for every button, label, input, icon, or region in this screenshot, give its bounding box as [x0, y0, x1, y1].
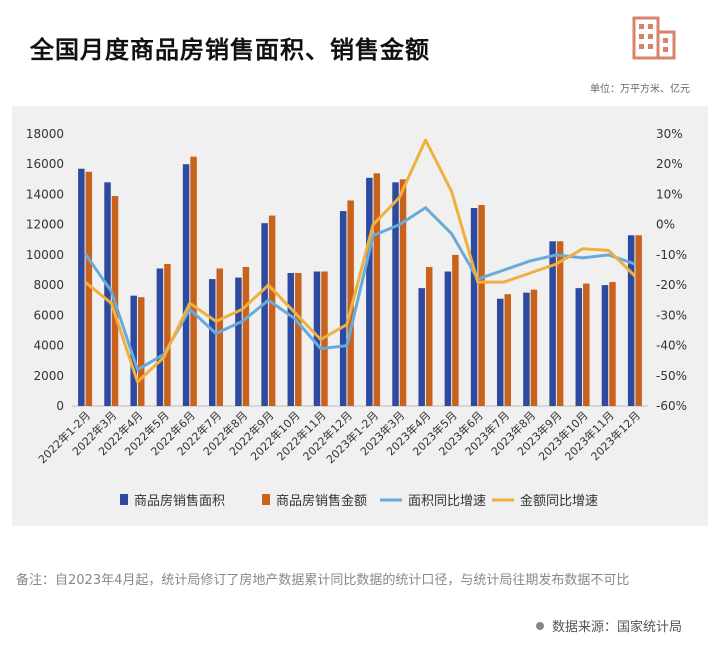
- page-title: 全国月度商品房销售面积、销售金额: [30, 36, 430, 64]
- bar-area: [156, 268, 164, 406]
- bar-area: [549, 241, 556, 406]
- left-tick-label: 4000: [33, 339, 64, 353]
- bar-amount: [583, 283, 590, 406]
- bar-amount: [452, 254, 459, 406]
- legend-swatch: [120, 494, 128, 505]
- bar-amount: [85, 171, 93, 406]
- bar-amount: [242, 266, 250, 406]
- data-source: 数据来源：国家统计局: [535, 616, 682, 635]
- left-tick-label: 6000: [33, 308, 64, 322]
- bullet-dot-icon: [535, 622, 544, 630]
- bar-amount: [609, 282, 616, 406]
- bar-area: [418, 288, 425, 406]
- right-tick-label: 10%: [656, 187, 683, 201]
- right-tick-label: 0%: [656, 218, 675, 232]
- left-tick-label: 18000: [26, 127, 64, 141]
- left-tick-label: 14000: [26, 187, 64, 201]
- data-source-text: 数据来源：国家统计局: [551, 620, 682, 635]
- bar-area: [470, 208, 478, 406]
- bar-area: [313, 271, 321, 406]
- bar-area: [261, 223, 268, 406]
- left-tick-label: 0: [56, 399, 64, 413]
- bar-area: [130, 295, 137, 406]
- left-tick-label: 8000: [33, 278, 64, 292]
- chart-area: 0 2000 4000 6000 8000 10000 12000 14000 16000 180…: [12, 106, 708, 526]
- right-tick-label: 30%: [656, 127, 683, 141]
- legend-swatch: [262, 494, 270, 505]
- right-tick-label: -20%: [656, 278, 687, 292]
- bar-area: [209, 279, 216, 406]
- bar-amount: [295, 273, 302, 406]
- bar-area: [366, 177, 373, 406]
- right-tick-label: -60%: [656, 399, 687, 413]
- bar-area: [78, 168, 85, 406]
- left-tick-label: 12000: [26, 218, 64, 232]
- right-tick-label: -30%: [656, 308, 687, 322]
- legend-label: 商品房销售金额: [276, 493, 367, 509]
- right-tick-label: -50%: [656, 369, 687, 383]
- bar-amount: [530, 289, 538, 406]
- right-tick-label: 20%: [656, 157, 683, 171]
- left-tick-label: 2000: [33, 369, 64, 383]
- bar-amount: [373, 173, 381, 406]
- bar-area: [523, 292, 530, 406]
- building-icon: [632, 16, 676, 60]
- bar-amount: [399, 179, 407, 406]
- footnote: 备注：自2023年4月起，统计局修订了房地产数据累计同比数据的统计口径，与统计局…: [16, 573, 630, 588]
- bar-area: [182, 164, 190, 406]
- bar-area: [287, 273, 295, 406]
- bar-amount: [190, 156, 197, 406]
- legend-label: 商品房销售面积: [134, 493, 225, 509]
- chart-svg: 0 2000 4000 6000 8000 10000 12000 14000 16000 180…: [26, 127, 687, 509]
- bar-area: [601, 285, 609, 406]
- bar-amount: [478, 205, 485, 406]
- left-tick-label: 10000: [26, 248, 64, 262]
- bar-amount: [556, 241, 564, 406]
- bar-amount: [268, 215, 276, 406]
- bar-amount: [137, 297, 145, 406]
- bar-area: [444, 271, 452, 406]
- bar-amount: [216, 268, 223, 406]
- legend-label: 金额同比增速: [520, 493, 598, 509]
- right-tick-label: -10%: [656, 248, 687, 262]
- bar-area: [575, 288, 583, 406]
- bar-area: [235, 277, 242, 406]
- bar-amount: [425, 266, 433, 406]
- bar-amount: [164, 263, 171, 406]
- bar-area: [339, 211, 347, 406]
- line-amount-yoy: [84, 138, 636, 384]
- unit-label: 单位：万平方米、亿元: [590, 84, 690, 95]
- bar-area: [627, 235, 635, 406]
- right-tick-label: -40%: [656, 339, 687, 353]
- bar-area: [497, 298, 504, 406]
- bar-amount: [504, 294, 511, 406]
- legend-label: 面积同比增速: [408, 494, 486, 509]
- bar-amount: [347, 200, 354, 406]
- bar-area: [104, 182, 111, 406]
- left-tick-label: 16000: [26, 157, 64, 171]
- bar-amount: [635, 235, 642, 406]
- bar-area: [392, 182, 399, 406]
